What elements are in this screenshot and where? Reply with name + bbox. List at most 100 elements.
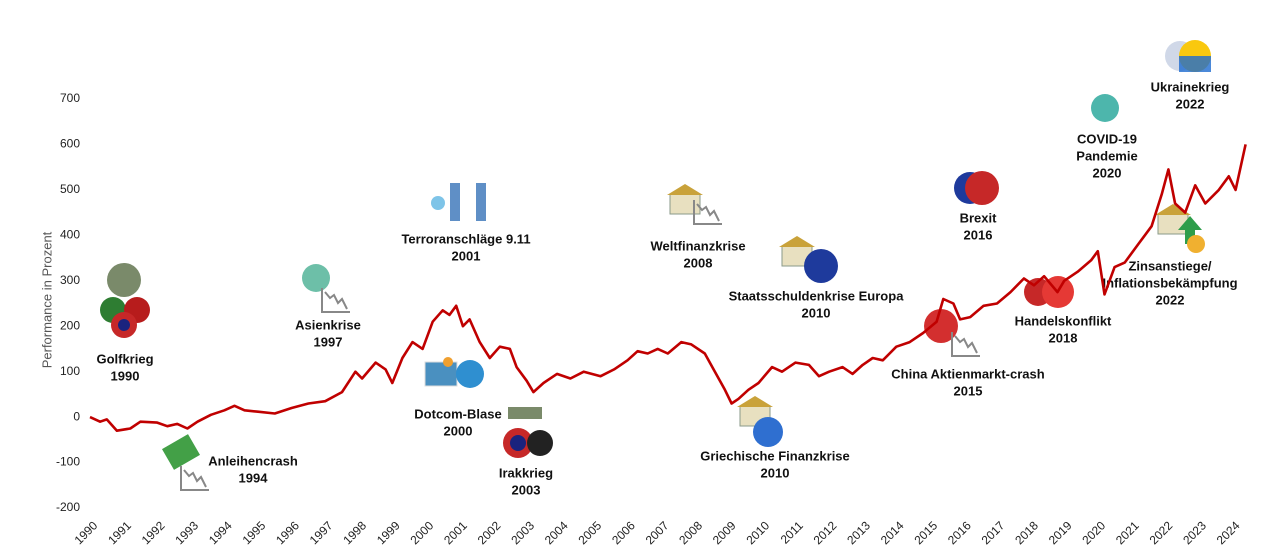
annotation: 2010 xyxy=(761,465,790,480)
x-tick-label: 1999 xyxy=(374,518,403,547)
icon xyxy=(424,361,458,387)
annotation: Irakkrieg xyxy=(499,465,553,480)
annotation: 2000 xyxy=(444,423,473,438)
performance-line xyxy=(89,144,1247,432)
icon xyxy=(693,200,722,225)
y-tick-label: 700 xyxy=(60,91,80,105)
x-tick-label: 1996 xyxy=(273,518,302,547)
annotation: 2018 xyxy=(1049,330,1078,345)
y-tick-label: 600 xyxy=(60,137,80,151)
x-tick-label: 1993 xyxy=(172,518,201,547)
x-tick-label: 2019 xyxy=(1046,518,1075,547)
annotation: Ukrainekrieg xyxy=(1151,79,1230,94)
icon xyxy=(1179,56,1211,72)
annotation: 2016 xyxy=(964,227,993,242)
icon xyxy=(779,236,815,247)
icon xyxy=(924,309,958,343)
icon xyxy=(118,319,130,331)
x-tick-label: 2003 xyxy=(508,518,537,547)
x-tick-label: 1998 xyxy=(340,518,369,547)
icon xyxy=(431,196,445,210)
annotation: Staatsschuldenkrise Europa xyxy=(729,288,905,303)
x-tick-label: 1995 xyxy=(240,518,269,547)
icon xyxy=(1155,204,1191,215)
annotation: 2022 xyxy=(1176,96,1205,111)
annotation: Zinsanstiege/ xyxy=(1128,258,1211,273)
y-tick-label: 0 xyxy=(73,409,80,423)
icon xyxy=(302,264,330,292)
x-tick-label: 2011 xyxy=(778,518,806,546)
y-tick-label: 400 xyxy=(60,228,80,242)
icon xyxy=(510,435,526,451)
x-tick-label: 2014 xyxy=(878,518,907,547)
icon xyxy=(965,171,999,205)
x-tick-label: 2013 xyxy=(844,518,873,547)
x-tick-label: 2002 xyxy=(475,518,504,547)
x-tick-label: 2016 xyxy=(945,518,974,547)
annotation: 1990 xyxy=(111,368,140,383)
annotation: China Aktienmarkt-crash xyxy=(891,366,1044,381)
x-tick-label: 1990 xyxy=(72,518,101,547)
annotation: 1997 xyxy=(314,334,343,349)
annotation: Golfkrieg xyxy=(96,351,153,366)
icon xyxy=(508,407,542,419)
x-tick-label: 2020 xyxy=(1079,518,1108,547)
icon xyxy=(1187,235,1205,253)
x-tick-label: 2004 xyxy=(542,518,571,547)
annotation: 2003 xyxy=(512,482,541,497)
annotation: Dotcom-Blase xyxy=(414,406,501,421)
x-tick-label: 2006 xyxy=(609,518,638,547)
y-tick-label: 300 xyxy=(60,273,80,287)
x-tick-label: 2005 xyxy=(575,518,604,547)
x-tick-label: 2008 xyxy=(676,518,705,547)
icon xyxy=(669,193,701,215)
annotation: Brexit xyxy=(960,210,998,225)
annotation: Asienkrise xyxy=(295,317,361,332)
x-tick-label: 2017 xyxy=(979,518,1008,547)
annotation: Griechische Finanzkrise xyxy=(700,448,850,463)
icon xyxy=(753,417,783,447)
icon xyxy=(456,360,484,388)
x-tick-label: 2023 xyxy=(1180,518,1209,547)
annotation: Anleihencrash xyxy=(208,453,298,468)
x-tick-label: 2012 xyxy=(811,518,840,547)
y-tick-label: 100 xyxy=(60,364,80,378)
y-tick-label: 500 xyxy=(60,182,80,196)
annotation: Weltfinanzkrise xyxy=(650,238,745,253)
y-axis-label: Performance in Prozent xyxy=(39,231,54,368)
annotation: 2010 xyxy=(802,305,831,320)
annotation: 1994 xyxy=(239,470,269,485)
icon xyxy=(1091,94,1119,122)
annotation: 2015 xyxy=(954,383,983,398)
x-tick-label: 2010 xyxy=(743,518,772,547)
annotation: 2022 xyxy=(1156,292,1185,307)
x-tick-label: 2018 xyxy=(1012,518,1041,547)
annotation: Inflationsbekämpfung xyxy=(1102,275,1237,290)
annotation: 2020 xyxy=(1093,165,1122,180)
icon xyxy=(107,263,141,297)
x-tick-label: 2007 xyxy=(643,518,672,547)
icon xyxy=(450,183,460,221)
icon xyxy=(1178,216,1202,244)
y-tick-label: -100 xyxy=(56,455,80,469)
annotation: Pandemie xyxy=(1076,148,1137,163)
y-tick-label: -200 xyxy=(56,500,80,514)
x-tick-label: 1997 xyxy=(307,518,336,547)
x-tick-label: 1994 xyxy=(206,518,235,547)
x-tick-label: 1992 xyxy=(139,518,168,547)
icon xyxy=(737,396,773,407)
x-tick-label: 2000 xyxy=(408,518,437,547)
icon xyxy=(951,332,980,357)
x-tick-label: 2001 xyxy=(441,518,470,547)
icon xyxy=(443,357,453,367)
icon xyxy=(321,288,350,313)
annotation: 2008 xyxy=(684,255,713,270)
annotation: 2001 xyxy=(452,248,481,263)
icon xyxy=(667,184,703,195)
y-tick-label: 200 xyxy=(60,318,80,332)
icon xyxy=(180,466,209,491)
icon xyxy=(476,183,486,221)
x-tick-label: 2015 xyxy=(911,518,940,547)
icon xyxy=(527,430,553,456)
x-tick-label: 2022 xyxy=(1147,518,1176,547)
